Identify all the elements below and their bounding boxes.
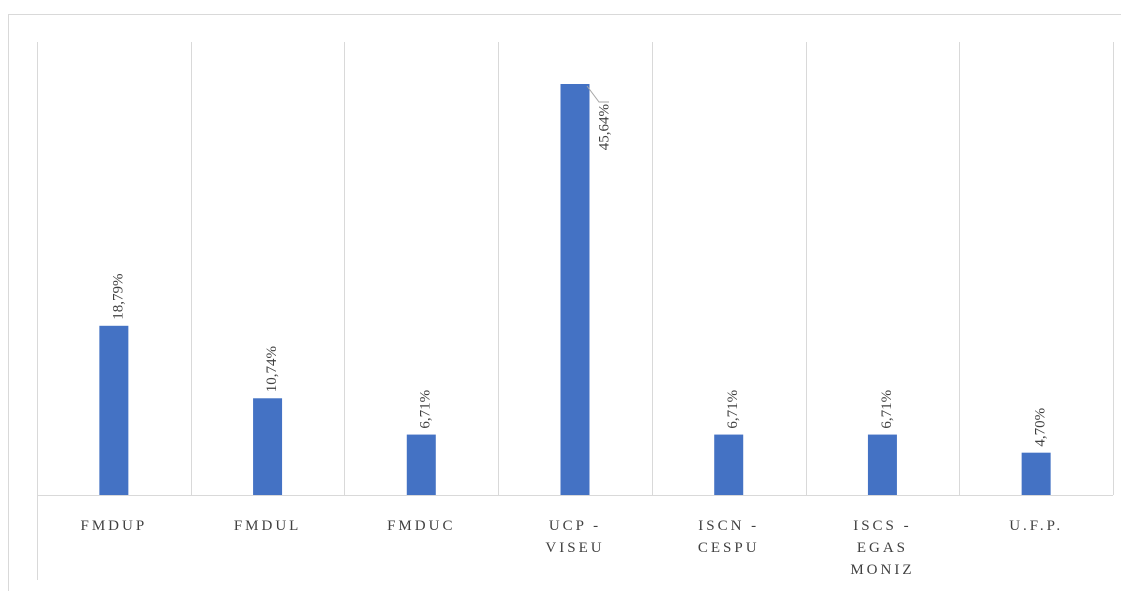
x-tick-label: FMDUL — [234, 518, 302, 534]
x-tick-label: ISCS - — [853, 518, 911, 534]
data-label: 6,71% — [879, 390, 895, 429]
data-label: 4,70% — [1033, 408, 1049, 447]
leader-line — [586, 85, 609, 103]
x-tick-label: VISEU — [545, 540, 604, 556]
x-tick-label: FMDUP — [81, 518, 148, 534]
bar — [253, 398, 283, 495]
data-label: 6,71% — [725, 390, 741, 429]
data-label: 45,64% — [596, 104, 612, 150]
x-tick-label: ISCN - — [698, 518, 759, 534]
bar — [714, 434, 744, 495]
bar — [1021, 452, 1051, 495]
bar — [406, 434, 436, 495]
x-tick-label: CESPU — [698, 540, 760, 556]
data-label: 6,71% — [418, 390, 434, 429]
x-tick-label: MONIZ — [850, 562, 914, 578]
bar — [99, 325, 129, 495]
bar — [560, 84, 590, 495]
x-tick-label: EGAS — [857, 540, 908, 556]
x-tick-label: FMDUC — [387, 518, 455, 534]
x-tick-label: UCP - — [549, 518, 601, 534]
x-tick-label: U.F.P. — [1009, 518, 1063, 534]
data-label: 18,79% — [110, 274, 126, 320]
bar — [867, 434, 897, 495]
data-label: 10,74% — [264, 346, 280, 392]
